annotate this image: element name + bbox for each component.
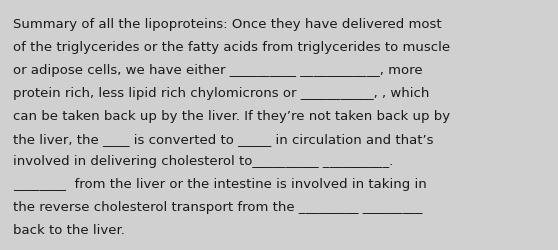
Text: involved in delivering cholesterol to__________ __________.: involved in delivering cholesterol to___… xyxy=(13,155,402,168)
Text: the reverse cholesterol transport from the _________ _________: the reverse cholesterol transport from t… xyxy=(13,200,422,213)
Text: can be taken back up by the liver. If they’re not taken back up by: can be taken back up by the liver. If th… xyxy=(13,109,450,122)
Text: or adipose cells, we have either __________ ____________, more: or adipose cells, we have either _______… xyxy=(13,64,422,76)
Text: the liver, the ____ is converted to _____ in circulation and that’s: the liver, the ____ is converted to ____… xyxy=(13,132,434,145)
Text: back to the liver.: back to the liver. xyxy=(13,223,125,236)
Text: ________  from the liver or the intestine is involved in taking in: ________ from the liver or the intestine… xyxy=(13,178,427,191)
Text: Summary of all the lipoproteins: Once they have delivered most: Summary of all the lipoproteins: Once th… xyxy=(13,18,441,31)
Text: protein rich, less lipid rich chylomicrons or ___________, , which: protein rich, less lipid rich chylomicro… xyxy=(13,86,429,99)
Text: of the triglycerides or the fatty acids from triglycerides to muscle: of the triglycerides or the fatty acids … xyxy=(13,41,450,54)
